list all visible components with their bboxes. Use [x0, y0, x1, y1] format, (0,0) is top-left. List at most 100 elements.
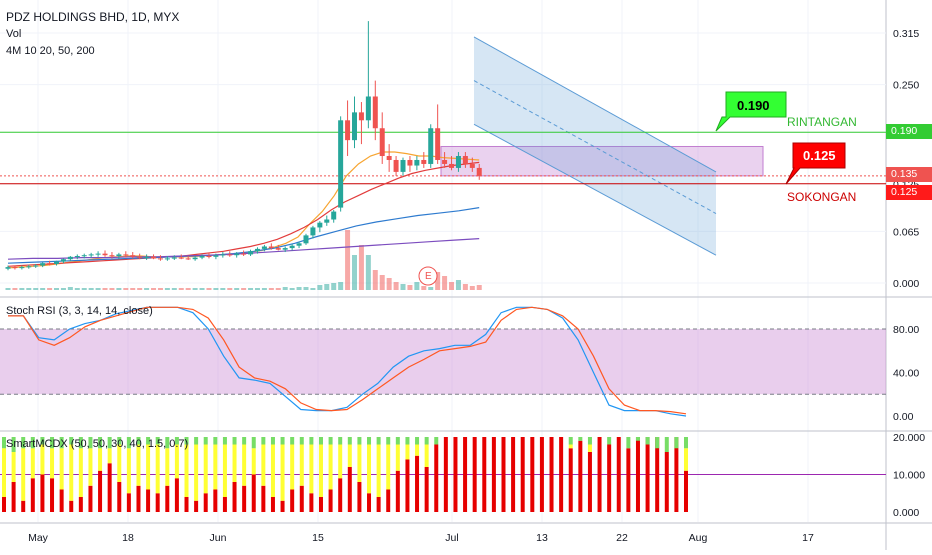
- candle: [248, 249, 254, 257]
- mcdx-red-segment: [2, 497, 6, 512]
- mcdx-green-segment: [318, 437, 323, 445]
- mcdx-yellow-segment: [59, 448, 64, 490]
- volume-bar: [130, 288, 136, 290]
- mcdx-green-segment: [386, 437, 391, 445]
- mcdx-green-segment: [645, 437, 650, 445]
- mcdx-tick-label: 20.000: [893, 432, 925, 444]
- mcdx-red-segment: [530, 437, 535, 512]
- volume-bar: [241, 288, 247, 290]
- mcdx-bar: [482, 437, 487, 512]
- volume-bar: [33, 288, 39, 290]
- candle: [365, 21, 371, 129]
- resistance-callout-value: 0.190: [737, 98, 770, 113]
- candle-body: [47, 263, 53, 265]
- mcdx-red-segment: [242, 485, 247, 512]
- candle: [26, 264, 32, 269]
- time-tick-label: 13: [536, 532, 548, 544]
- mcdx-yellow-segment: [299, 444, 304, 486]
- mcdx-green-segment: [30, 437, 35, 449]
- mcdx-bar: [491, 437, 496, 512]
- mcdx-bar: [184, 437, 189, 512]
- candle-body: [358, 112, 364, 121]
- time-tick-label: 22: [616, 532, 628, 544]
- candle-body: [185, 258, 191, 260]
- candle: [282, 246, 288, 253]
- candle: [289, 244, 295, 251]
- mcdx-green-segment: [232, 437, 237, 445]
- resistance-callout-box: [715, 91, 787, 132]
- mcdx-red-segment: [472, 437, 477, 512]
- mcdx-red-segment: [50, 478, 55, 512]
- candle-body: [130, 255, 136, 257]
- mcdx-red-segment: [290, 489, 295, 512]
- candle-body: [261, 246, 267, 249]
- volume-bar: [352, 255, 357, 290]
- candle-body: [206, 256, 212, 258]
- volume-bar: [289, 288, 295, 290]
- mcdx-green-segment: [415, 437, 420, 445]
- mcdx-bar: [290, 437, 295, 512]
- candle: [47, 260, 53, 266]
- mcdx-green-segment: [126, 437, 131, 449]
- mcdx-red-segment: [578, 440, 583, 512]
- candle: [386, 144, 392, 172]
- mcdx-bar: [126, 437, 131, 512]
- rsi-tick-label: 0.00: [893, 411, 914, 423]
- mcdx-bar: [395, 437, 400, 512]
- volume-bar: [234, 288, 240, 290]
- time-tick-label: Jul: [445, 532, 458, 544]
- channel-lower-line: [473, 123, 717, 256]
- mcdx-bar: [645, 437, 650, 512]
- candle: [220, 252, 226, 258]
- mcdx-green-segment: [194, 437, 199, 445]
- candle: [241, 250, 247, 257]
- candle-body: [331, 211, 337, 220]
- mcdx-bar: [222, 437, 227, 512]
- volume-bar: [220, 288, 226, 290]
- mcdx-green-segment: [2, 437, 6, 449]
- candle-body: [275, 248, 281, 250]
- mcdx-green-segment: [136, 437, 141, 445]
- mcdx-red-segment: [40, 474, 45, 512]
- candle: [393, 156, 399, 176]
- mcdx-bar: [367, 437, 372, 512]
- support-price-tag: 0.125: [886, 185, 932, 200]
- mcdx-yellow-segment: [357, 444, 362, 482]
- volume-bar: [164, 288, 170, 290]
- volume-bar: [213, 288, 219, 290]
- mcdx-yellow-segment: [568, 444, 573, 449]
- mcdx-green-segment: [434, 437, 439, 445]
- candle-body: [234, 253, 240, 256]
- candle-body: [220, 254, 226, 256]
- mcdx-red-segment: [338, 478, 343, 512]
- mcdx-red-segment: [251, 474, 256, 512]
- mcdx-green-segment: [280, 437, 285, 445]
- mcdx-red-segment: [98, 470, 103, 512]
- volume-bar: [67, 287, 73, 290]
- mcdx-green-segment: [684, 437, 688, 449]
- candle: [268, 243, 274, 250]
- volume-bar: [338, 282, 344, 290]
- volume-bar: [40, 288, 46, 290]
- mcdx-red-segment: [367, 493, 372, 512]
- candle-body: [144, 256, 150, 258]
- candle-body: [157, 258, 163, 260]
- mcdx-red-segment: [318, 497, 323, 512]
- candle: [185, 256, 191, 260]
- earnings-marker-text[interactable]: E: [425, 271, 432, 282]
- mcdx-green-segment: [174, 437, 179, 445]
- candle-body: [268, 246, 274, 249]
- candle: [303, 233, 309, 245]
- mcdx-yellow-segment: [415, 444, 420, 456]
- candle-body: [455, 156, 461, 168]
- candle: [442, 152, 448, 168]
- mcdx-bar: [684, 437, 688, 512]
- mcdx-yellow-segment: [11, 452, 16, 482]
- mcdx-yellow-segment: [165, 448, 170, 486]
- candle-body: [365, 96, 371, 121]
- mcdx-green-segment: [357, 437, 362, 445]
- mcdx-red-segment: [463, 437, 468, 512]
- last-price-tag: 0.135: [886, 167, 932, 182]
